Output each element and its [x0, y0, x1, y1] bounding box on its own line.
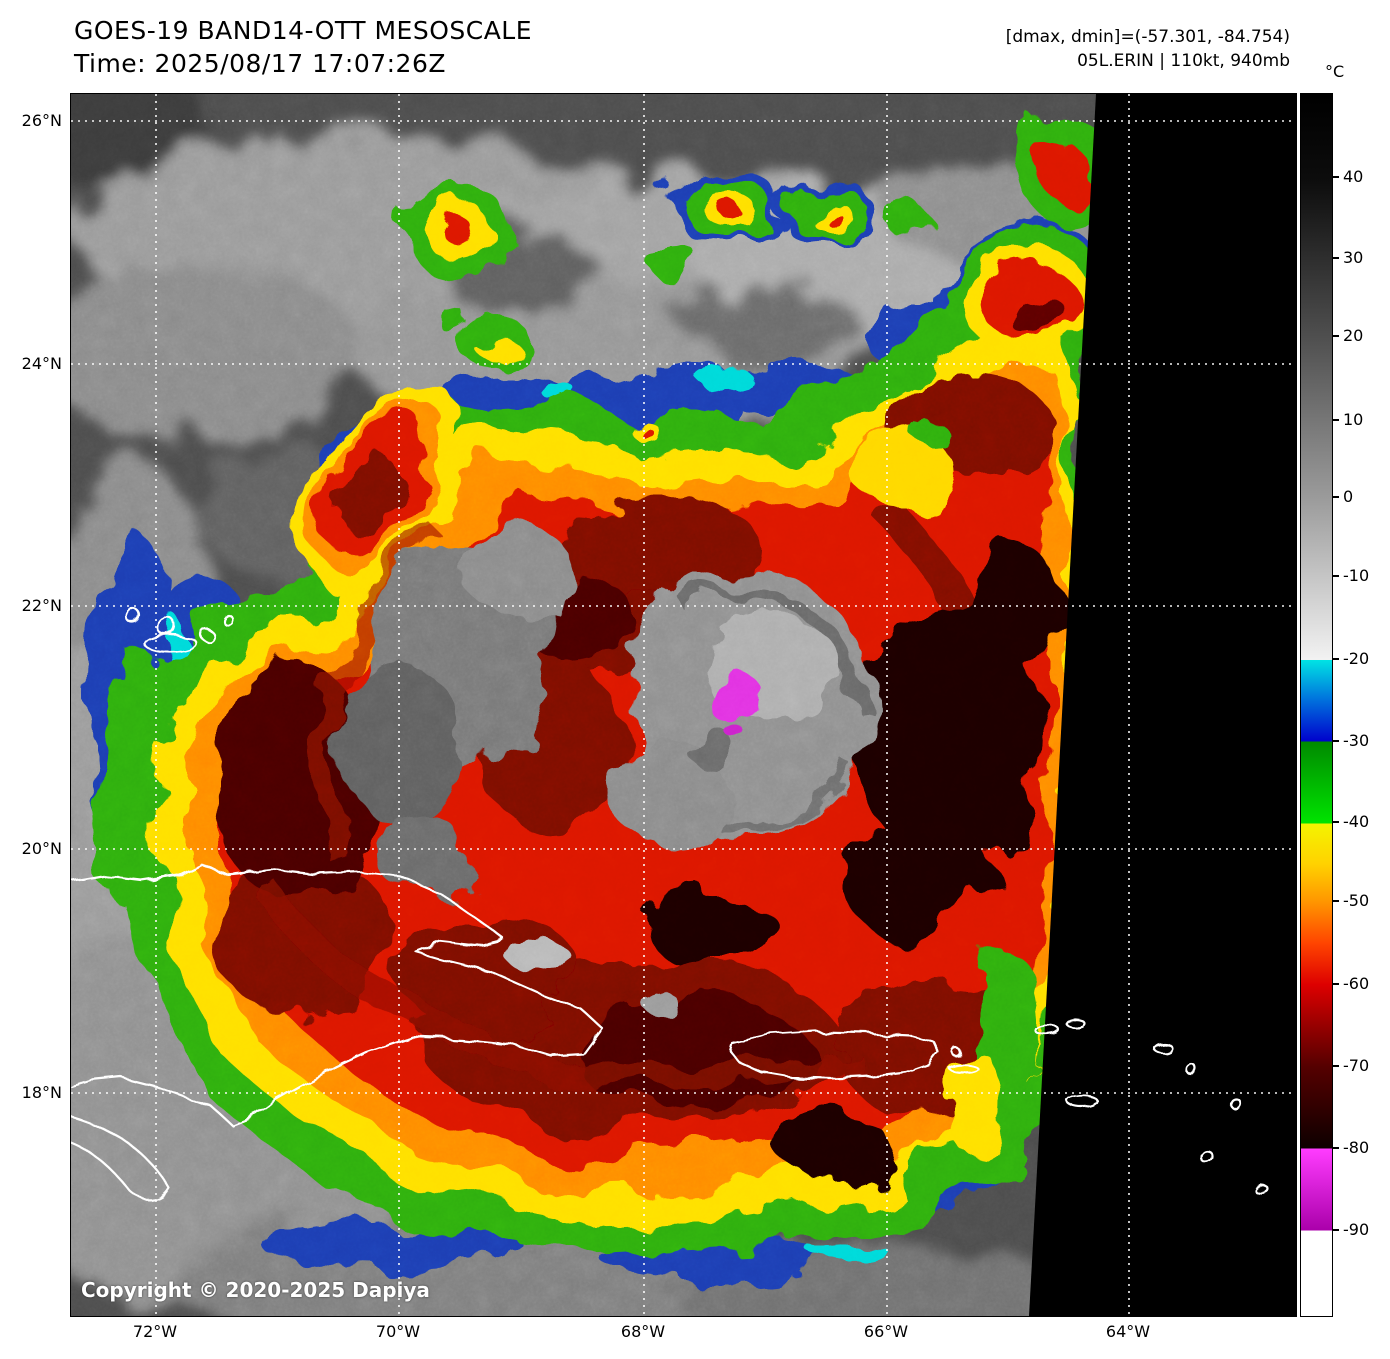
grid-lines [71, 94, 1296, 1316]
islands-turks-caicos [124, 607, 236, 655]
island-culebra [950, 1046, 962, 1058]
colorbar-tickmark [1332, 257, 1339, 259]
lon-tick-label: 66°W [863, 1322, 909, 1341]
satellite-map: Copyright © 2020-2025 Dapiya [70, 93, 1297, 1317]
colorbar-tickmark [1332, 419, 1339, 421]
islands-virgin-and-leeward [1032, 1018, 1270, 1195]
no-data-region [1029, 94, 1296, 1316]
colorbar-tick-label: -50 [1343, 891, 1370, 910]
lat-tick-label: 26°N [21, 111, 62, 130]
colorbar-tick-label: -30 [1343, 731, 1370, 750]
colorbar-tickmark [1332, 821, 1339, 823]
storm-info: 05L.ERIN | 110kt, 940mb [1077, 51, 1290, 71]
colorbar-tickmark [1332, 496, 1339, 498]
colorbar-tickmark [1332, 658, 1339, 660]
colorbar-tick-label: -10 [1343, 566, 1370, 585]
coastlines [71, 607, 1270, 1201]
coastline-hispaniola [71, 862, 604, 1126]
lon-tick-label: 72°W [132, 1322, 178, 1341]
colorbar-tickmark [1332, 575, 1339, 577]
lat-tick-label: 20°N [21, 839, 62, 858]
colorbar-tick-label: 20 [1343, 326, 1364, 345]
page-title: GOES-19 BAND14-OTT MESOSCALE [74, 16, 533, 45]
colorbar-gradient [1300, 93, 1333, 1317]
colorbar-tickmark [1332, 335, 1339, 337]
lat-tick-label: 22°N [21, 596, 62, 615]
lon-tick-label: 64°W [1105, 1322, 1151, 1341]
lat-tick-label: 18°N [21, 1083, 62, 1102]
colorbar-tick-label: -80 [1343, 1138, 1370, 1157]
colorbar-tick-label: -60 [1343, 974, 1370, 993]
colorbar-unit-label: °C [1325, 62, 1345, 81]
colorbar-tickmark [1332, 176, 1339, 178]
lon-tick-label: 68°W [620, 1322, 666, 1341]
image-time: Time: 2025/08/17 17:07:26Z [74, 49, 446, 78]
colorbar-tick-label: 10 [1343, 410, 1364, 429]
colorbar-tick-label: 40 [1343, 167, 1364, 186]
island-vieques [948, 1063, 980, 1075]
lat-tick-label: 24°N [21, 354, 62, 373]
colorbar-tick-label: -70 [1343, 1056, 1370, 1075]
lon-tick-label: 70°W [375, 1322, 421, 1341]
colorbar-tickmark [1332, 900, 1339, 902]
copyright-watermark: Copyright © 2020-2025 Dapiya [81, 1278, 430, 1302]
dmax-dmin-readout: [dmax, dmin]=(-57.301, -84.754) [1005, 27, 1290, 47]
colorbar-tick-label: -90 [1343, 1220, 1370, 1239]
colorbar-tick-label: 30 [1343, 248, 1364, 267]
colorbar-tickmark [1332, 983, 1339, 985]
colorbar-tickmark [1332, 1147, 1339, 1149]
colorbar-tick-label: -20 [1343, 649, 1370, 668]
satellite-image [71, 94, 1296, 1316]
colorbar-tick-label: 0 [1343, 487, 1354, 506]
colorbar-tick-label: -40 [1343, 812, 1370, 831]
coastline-puerto-rico [729, 1030, 940, 1080]
colorbar-tickmark [1332, 1229, 1339, 1231]
colorbar-tickmark [1332, 1065, 1339, 1067]
coastline-haiti-south [71, 1114, 171, 1201]
colorbar-tickmark [1332, 740, 1339, 742]
